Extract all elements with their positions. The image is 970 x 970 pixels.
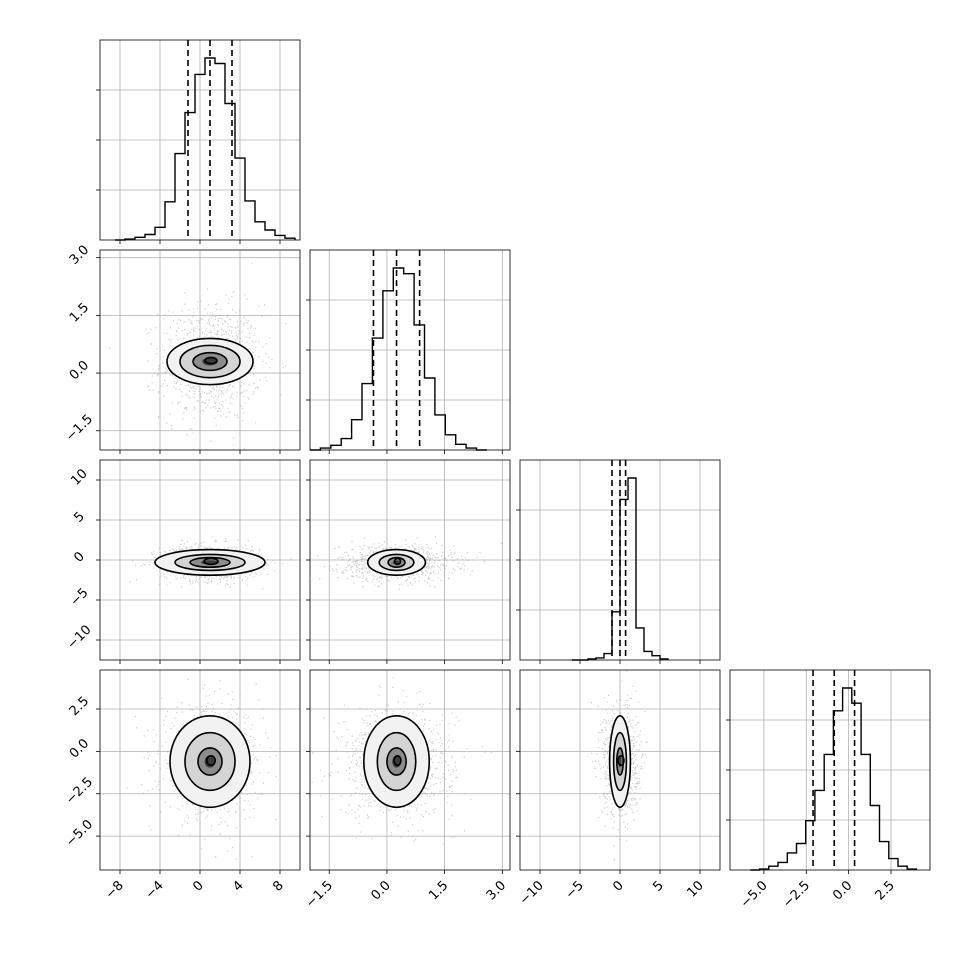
x-tick-label: −10 <box>517 878 547 908</box>
histogram-panel-p3 <box>726 669 931 874</box>
x-tick-label: 0.0 <box>369 878 394 903</box>
scatter-points <box>311 677 492 845</box>
x-tick-label: 3.0 <box>484 878 509 903</box>
y-tick-label: 10 <box>68 466 90 488</box>
scatter-points <box>126 678 277 860</box>
density-contour <box>363 714 431 809</box>
y-tick-label: 3.0 <box>67 243 92 268</box>
scatter-panel-p3-vs-p0 <box>96 669 301 874</box>
scatter-panel-p2-vs-p0 <box>96 459 301 664</box>
density-contour <box>169 714 251 809</box>
density-contour <box>197 747 223 776</box>
density-contour <box>612 731 628 792</box>
y-tick-label: 5 <box>71 509 87 525</box>
density-contour <box>206 754 217 767</box>
histogram-line <box>115 57 296 241</box>
x-tick-label: −5 <box>563 878 587 902</box>
density-contour <box>189 556 231 569</box>
density-contour <box>386 747 407 776</box>
x-tick-label: 5 <box>650 878 666 894</box>
panel-frame <box>99 669 301 871</box>
x-tick-label: −8 <box>103 878 127 902</box>
panel-frame <box>519 669 721 871</box>
density-contour <box>366 548 427 577</box>
density-contour <box>204 356 218 365</box>
panel-content <box>311 677 492 845</box>
histogram-line <box>310 267 487 451</box>
density-contour <box>617 754 625 767</box>
density-contour <box>154 548 266 577</box>
panel-frame <box>309 669 511 871</box>
density-contour <box>608 714 632 809</box>
panel-frame <box>309 249 511 451</box>
density-contour <box>192 351 228 372</box>
panel-frame <box>99 39 301 241</box>
density-contour <box>174 553 246 572</box>
y-tick-label: −1.5 <box>63 412 96 445</box>
y-tick-label: 1.5 <box>67 300 92 325</box>
y-tick-label: 0 <box>71 549 87 565</box>
x-tick-label: −5.0 <box>738 878 771 911</box>
x-tick-label: 2.5 <box>873 878 898 903</box>
y-tick-label: 2.5 <box>67 694 92 719</box>
y-tick-label: −5 <box>67 585 91 609</box>
panel-frame <box>729 669 931 871</box>
x-tick-label: 10 <box>685 878 707 900</box>
scatter-panel-p1-vs-p0 <box>96 249 301 454</box>
panel-frame <box>99 459 301 661</box>
histogram-line <box>572 477 669 661</box>
x-tick-label: 1.5 <box>426 878 451 903</box>
scatter-panel-p3-vs-p2 <box>516 669 721 874</box>
panel-content <box>310 536 503 590</box>
x-tick-label: 0 <box>610 878 626 894</box>
x-tick-label: −4 <box>143 878 167 902</box>
y-tick-label: −10 <box>65 623 95 653</box>
y-tick-label: 0.0 <box>67 358 92 383</box>
x-tick-label: −1.5 <box>303 878 336 911</box>
density-contour <box>393 557 402 566</box>
histogram-line <box>750 687 918 871</box>
x-tick-label: 8 <box>270 878 286 894</box>
panel-content <box>590 670 648 861</box>
x-tick-label: 0 <box>190 878 206 894</box>
scatter-panel-p3-vs-p1 <box>306 669 511 874</box>
density-contour <box>203 557 219 566</box>
x-tick-label: 4 <box>230 878 246 894</box>
x-tick-label: 0.0 <box>830 878 855 903</box>
scatter-points <box>129 536 292 590</box>
density-contour <box>378 553 415 572</box>
panel-content <box>109 262 287 450</box>
panel-frame <box>99 249 301 451</box>
panel-content <box>126 678 277 860</box>
density-contour <box>387 556 406 569</box>
density-contour <box>393 754 402 767</box>
density-contour <box>376 731 417 792</box>
density-contour <box>166 337 254 386</box>
histogram-panel-p0 <box>96 39 301 244</box>
histogram-panel-p1 <box>306 249 511 454</box>
y-tick-label: −5.0 <box>63 817 96 850</box>
histogram-panel-p2 <box>516 459 721 664</box>
panel-content <box>129 536 292 590</box>
x-tick-label: −2.5 <box>780 878 813 911</box>
density-contour <box>184 731 236 792</box>
y-tick-label: −2.5 <box>63 775 96 808</box>
y-tick-label: 0.0 <box>67 736 92 761</box>
scatter-panel-p2-vs-p1 <box>306 459 511 664</box>
panel-frame <box>309 459 511 661</box>
density-contour <box>179 344 241 379</box>
